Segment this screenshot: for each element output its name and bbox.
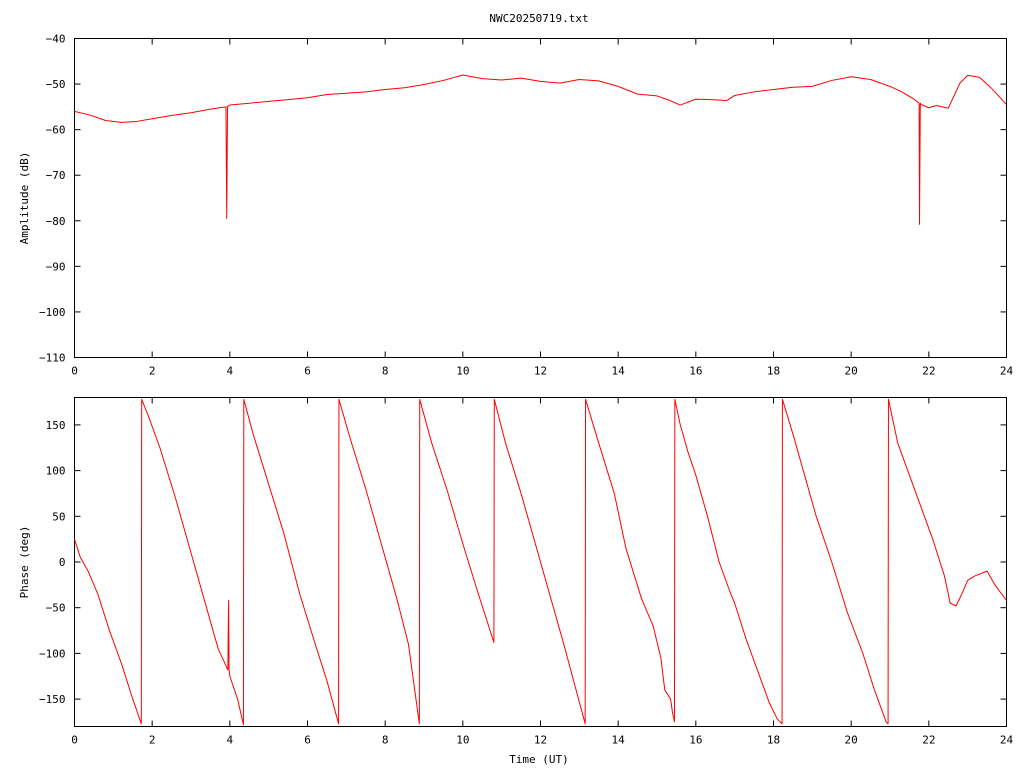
amplitude-x-tick-label: 0 [71,365,78,378]
phase-x-tick-label: 2 [149,734,156,747]
phase-y-tick-label: 0 [59,556,66,569]
chart-title: NWC20250719.txt [489,12,588,25]
amplitude-x-tick-label: 4 [227,365,234,378]
phase-y-axis-label: Phase (deg) [18,526,31,599]
amplitude-x-tick-label: 6 [304,365,311,378]
phase-x-tick-label: 22 [922,734,935,747]
phase-x-tick-label: 16 [689,734,702,747]
phase-x-tick-label: 20 [845,734,858,747]
phase-x-tick-label: 10 [456,734,469,747]
phase-x-tick-label: 4 [227,734,234,747]
amplitude-y-axis-label: Amplitude (dB) [18,152,31,245]
amplitude-x-tick-label: 14 [612,365,626,378]
phase-x-tick-label: 18 [767,734,780,747]
phase-y-tick-label: −50 [46,602,66,615]
amplitude-x-tick-label: 12 [534,365,547,378]
amplitude-y-tick-label: −40 [46,33,66,46]
phase-x-tick-label: 24 [1000,734,1014,747]
phase-y-tick-label: 100 [46,465,66,478]
amplitude-panel: 0 2 4 6 8 10 12 14 16 18 20 22 24−110−100−90−80−70−6… [18,33,1013,378]
phase-y-tick-label: 150 [46,419,66,432]
amplitude-plot-frame [74,38,1007,358]
amplitude-x-tick-label: 10 [456,365,469,378]
amplitude-x-tick-label: 2 [149,365,156,378]
phase-y-tick-label: −150 [39,693,66,706]
amplitude-x-tick-label: 20 [845,365,858,378]
phase-x-tick-label: 6 [304,734,311,747]
amplitude-y-tick-label: −110 [39,352,66,365]
phase-panel: 0 2 4 6 8 10 12 14 16 18 20 22 24−150−100−5005010015… [18,397,1014,766]
amplitude-y-tick-label: −90 [46,260,66,273]
phase-x-tick-label: 12 [534,734,547,747]
phase-x-tick-label: 0 [71,734,78,747]
amplitude-ticks: 0 2 4 6 8 10 12 14 16 18 20 22 24−110−100−90−80−70−6… [39,33,1013,378]
phase-x-axis-label: Time (UT) [509,753,569,766]
amplitude-series-line [74,74,1007,225]
amplitude-y-tick-label: −80 [46,215,66,228]
phase-series-line [74,398,1007,726]
amplitude-x-tick-label: 24 [1000,365,1014,378]
amplitude-y-tick-label: −60 [46,124,66,137]
phase-y-tick-label: 50 [52,510,65,523]
phase-ticks: 0 2 4 6 8 10 12 14 16 18 20 22 24−150−100−5005010015… [39,397,1014,747]
amplitude-y-tick-label: −70 [46,169,66,182]
phase-x-tick-label: 14 [612,734,626,747]
amplitude-y-tick-label: −50 [46,78,66,91]
amplitude-x-tick-label: 18 [767,365,780,378]
phase-x-tick-label: 8 [382,734,389,747]
amplitude-y-tick-label: −100 [39,306,66,319]
phase-y-tick-label: −100 [39,647,66,660]
amplitude-x-tick-label: 22 [922,365,935,378]
amplitude-x-tick-label: 8 [382,365,389,378]
amplitude-x-tick-label: 16 [689,365,702,378]
